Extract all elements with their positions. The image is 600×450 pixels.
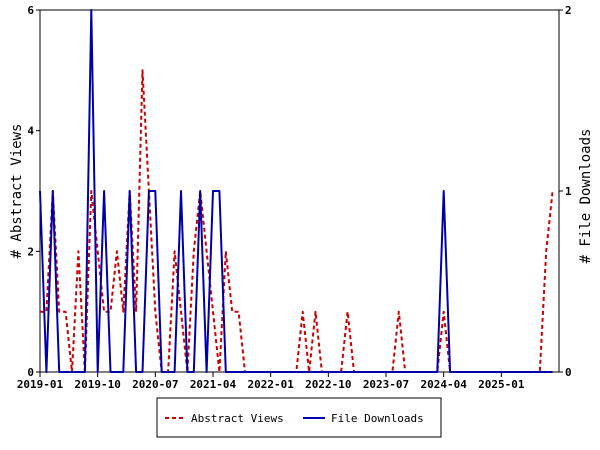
- legend-box: [156, 397, 442, 438]
- x-tick-label: 2019-01: [17, 378, 64, 391]
- left-y-axis: 0 2 4 6: [27, 4, 40, 379]
- y-tick-label: 6: [27, 4, 34, 17]
- legend-label-abstract-views: Abstract Views: [191, 412, 284, 425]
- y2-tick-label: 0: [565, 366, 572, 379]
- y2-axis-title: # File Downloads: [578, 129, 594, 264]
- legend-label-file-downloads: File Downloads: [331, 412, 424, 425]
- x-tick-label: 2022-10: [305, 378, 351, 391]
- y-axis-title: # Abstract Views: [9, 124, 25, 259]
- y-tick-label: 0: [27, 366, 34, 379]
- x-tick-label: 2023-07: [363, 378, 409, 391]
- y2-tick-label: 2: [565, 4, 572, 17]
- x-tick-label: 2022-01: [247, 378, 294, 391]
- series-line-file-downloads: [39, 9, 553, 373]
- series-layer: [39, 9, 554, 373]
- x-tick-label: 2021-04: [190, 378, 237, 391]
- x-axis: 2019-01 2019-10 2020-07 2021-04 2022-01 2022-…: [17, 372, 525, 391]
- x-tick-label: 2019-10: [74, 378, 120, 391]
- x-tick-label: 2024-04: [420, 378, 467, 391]
- plot-area: [39, 9, 560, 373]
- y-tick-label: 2: [27, 245, 34, 258]
- x-tick-label: 2025-01: [478, 378, 525, 391]
- y2-tick-label: 1: [565, 185, 572, 198]
- y-tick-label: 4: [27, 125, 34, 138]
- legend: Abstract Views File Downloads: [156, 397, 442, 438]
- x-tick-label: 2020-07: [132, 378, 178, 391]
- right-y-axis: 0 1 2: [559, 4, 572, 379]
